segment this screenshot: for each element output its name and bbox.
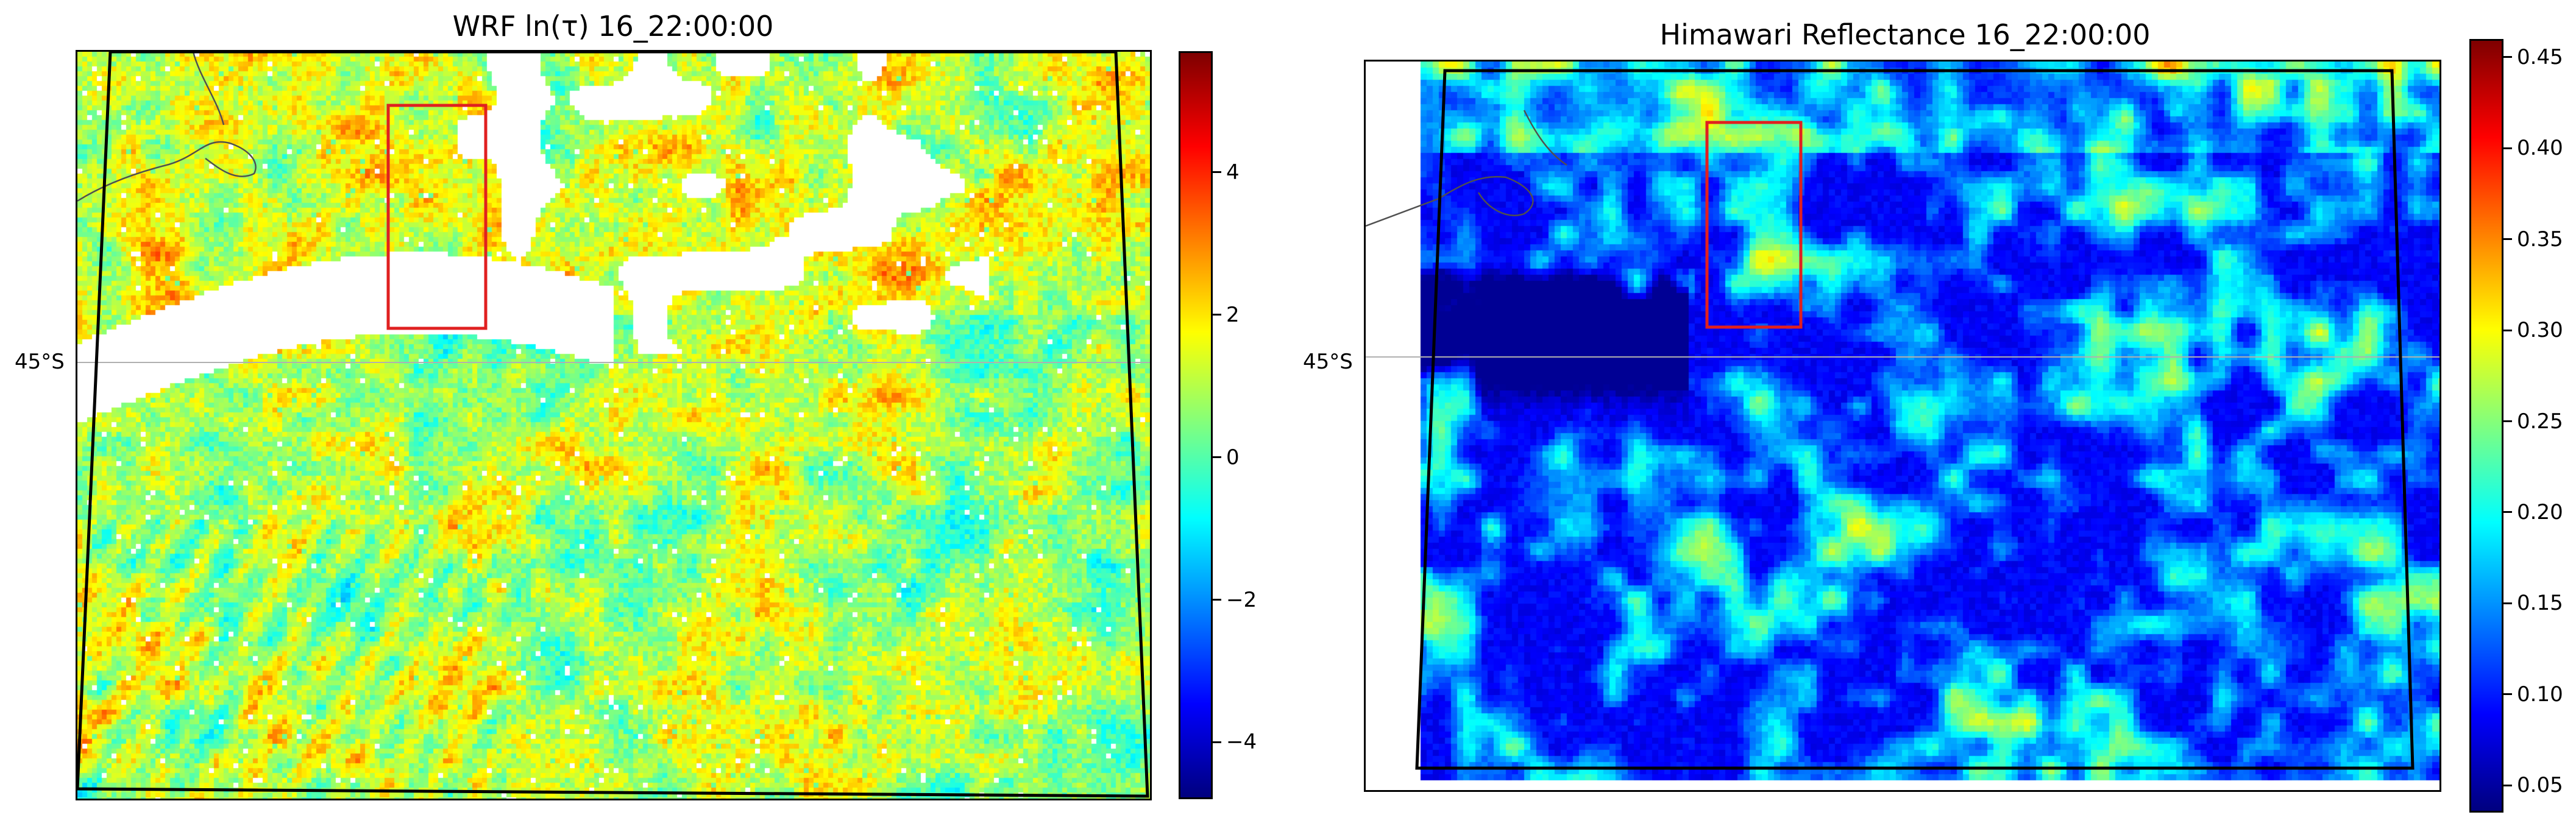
colorbar-tick-label: 0.30: [2517, 318, 2563, 343]
colorbar-tick-mark: [1213, 599, 1221, 601]
colorbar-tick-label: −2: [1226, 587, 1257, 612]
colorbar-tick-mark: [1213, 314, 1221, 316]
colorbar-tick-mark: [1213, 171, 1221, 174]
colorbar-tick-mark: [2503, 420, 2512, 423]
colorbar-tick-label: 0.35: [2517, 227, 2563, 252]
colorbar-tick-mark: [2503, 238, 2512, 241]
himawari-map-overlay: [1366, 69, 2439, 770]
colorbar-tick-label: −4: [1226, 730, 1257, 755]
colorbar-tick-label: 2: [1226, 302, 1240, 327]
wrf-colorbar-gradient: [1180, 53, 1211, 797]
colorbar-tick-mark: [2503, 329, 2512, 331]
wrf-colorbar: [1179, 51, 1213, 799]
coastline: [1366, 110, 1567, 227]
colorbar-tick-label: 0: [1226, 445, 1240, 470]
wrf-map-overlay: [77, 52, 1150, 798]
wrf-map-plot: [76, 50, 1152, 800]
himawari-map-plot: [1364, 60, 2441, 792]
colorbar-tick-label: 4: [1226, 160, 1240, 185]
highlight-box: [1705, 121, 1803, 329]
colorbar-tick-mark: [2503, 147, 2512, 149]
coastline: [77, 52, 257, 202]
colorbar-tick-label: 0.25: [2517, 409, 2563, 434]
colorbar-tick-label: 0.10: [2517, 682, 2563, 707]
chart-title-himawari: Himawari Reflectance 16_22:00:00: [1659, 18, 2151, 51]
colorbar-tick-mark: [2503, 511, 2512, 514]
latitude-label-wrf: 45°S: [15, 350, 65, 374]
himawari-colorbar: [2469, 39, 2503, 813]
colorbar-tick-label: 0.40: [2517, 136, 2563, 161]
colorbar-tick-mark: [2503, 56, 2512, 58]
latitude-label-himawari: 45°S: [1303, 350, 1353, 374]
colorbar-tick-label: 0.20: [2517, 499, 2563, 524]
domain-outline: [77, 52, 1149, 798]
colorbar-tick-label: 0.05: [2517, 773, 2563, 798]
highlight-box: [386, 104, 488, 330]
colorbar-tick-mark: [2503, 693, 2512, 696]
colorbar-tick-label: 0.45: [2517, 44, 2563, 69]
colorbar-tick-label: 0.15: [2517, 591, 2563, 616]
wrf-heatmap: [77, 52, 1150, 799]
colorbar-tick-mark: [2503, 602, 2512, 604]
colorbar-tick-mark: [2503, 784, 2512, 786]
chart-title-wrf: WRF ln(τ) 16_22:00:00: [452, 10, 774, 43]
domain-outline: [1415, 69, 2415, 770]
himawari-heatmap: [1366, 62, 2439, 790]
colorbar-tick-mark: [1213, 456, 1221, 459]
colorbar-tick-mark: [1213, 741, 1221, 743]
himawari-colorbar-gradient: [2471, 41, 2502, 811]
